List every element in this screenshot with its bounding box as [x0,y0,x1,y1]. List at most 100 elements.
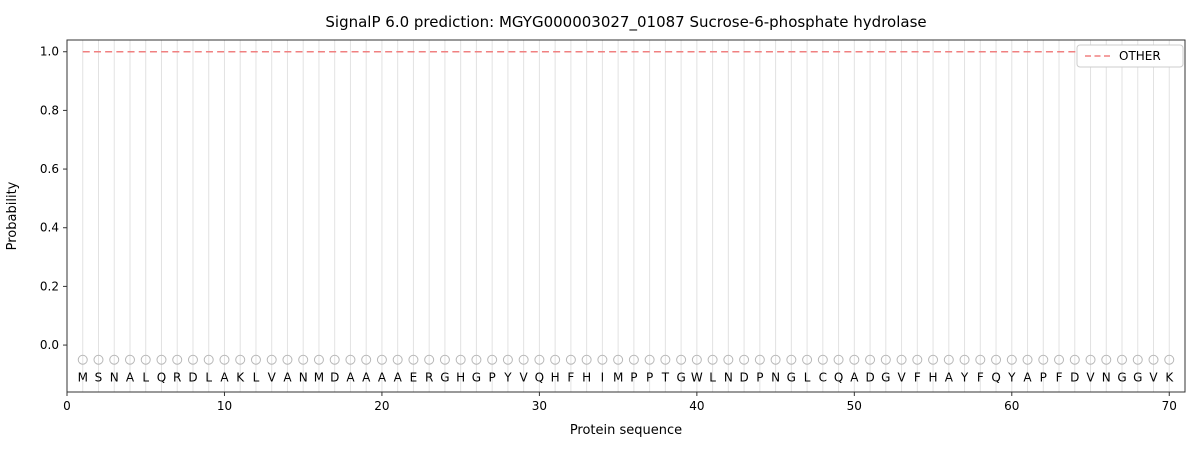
residue-letter: I [601,370,605,384]
residue-letter: A [346,370,355,384]
residue-marker [676,354,687,365]
residue-letter: M [613,370,623,384]
residue-letter: H [456,370,465,384]
residue-marker [754,354,765,365]
residue-marker [298,354,309,365]
residue-marker [329,354,340,365]
residue-marker [802,354,813,365]
residue-marker [345,354,356,365]
residue-letter: F [914,370,921,384]
residue-marker [502,354,513,365]
residue-marker [912,354,923,365]
x-tick-label: 0 [63,399,71,413]
residue-letter: N [1102,370,1111,384]
residue-letter: N [110,370,119,384]
y-tick-label: 1.0 [40,45,59,59]
residue-letter: N [724,370,733,384]
residue-marker [644,354,655,365]
residue-marker [172,354,183,365]
legend-box [1076,44,1184,68]
residue-marker [1132,354,1143,365]
residue-letter: Y [1007,370,1016,384]
residue-letter: H [929,370,938,384]
residue-letter: K [1165,370,1174,384]
residue-marker [896,354,907,365]
residue-marker [140,354,151,365]
residue-letter: V [520,370,529,384]
residue-marker [865,354,876,365]
residue-letter: G [1133,370,1142,384]
axes-spines [66,39,1186,393]
residue-letter: P [756,370,763,384]
residue-letter: F [567,370,574,384]
residue-marker [203,354,214,365]
residue-marker [770,354,781,365]
y-tick-label: 0.6 [40,162,59,176]
y-tick-label: 0.0 [40,338,59,352]
residue-letter: L [253,370,260,384]
residue-letter: P [630,370,637,384]
residue-marker [250,354,261,365]
x-tick-label: 30 [532,399,547,413]
residue-letter: Y [960,370,969,384]
residue-letter: Q [157,370,166,384]
residue-letter: G [440,370,449,384]
residue-marker [219,354,230,365]
residue-letter: L [709,370,716,384]
residue-marker [1085,354,1096,365]
residue-marker [487,354,498,365]
residue-letter: A [378,370,387,384]
residue-letter: H [582,370,591,384]
residue-marker [408,354,419,365]
residue-letter: Q [991,370,1000,384]
residue-marker [282,354,293,365]
residue-letter: D [739,370,748,384]
residue-letter: S [95,370,103,384]
residue-marker [424,354,435,365]
residue-letter: G [676,370,685,384]
residue-letter: A [1023,370,1032,384]
residue-marker [93,354,104,365]
residue-marker [691,354,702,365]
y-tick-label: 0.2 [40,279,59,293]
residue-letter: G [787,370,796,384]
y-axis-label: Probability [5,181,20,250]
residue-marker [455,354,466,365]
residue-marker [707,354,718,365]
residue-marker [928,354,939,365]
residue-letter: A [362,370,371,384]
residue-marker [581,354,592,365]
residue-letter: C [819,370,827,384]
residue-letter: D [330,370,339,384]
residue-letter: V [1086,370,1095,384]
residue-marker [1101,354,1112,365]
residue-marker [1038,354,1049,365]
y-tick-label: 0.4 [40,221,59,235]
residue-letter: A [945,370,954,384]
plot-generated: 0.00.20.40.60.81.00 10 20 30 40 50 60 70M S N A L Q R… [40,39,1186,413]
x-tick-label: 20 [374,399,389,413]
residue-letter: D [865,370,874,384]
residue-marker [266,354,277,365]
residue-marker [235,354,246,365]
residue-letter: M [314,370,324,384]
residue-marker [439,354,450,365]
x-tick-label: 70 [1162,399,1177,413]
residue-letter: A [283,370,292,384]
residue-letter: F [977,370,984,384]
residue-letter: R [425,370,433,384]
residue-marker [565,354,576,365]
residue-marker [880,354,891,365]
residue-marker [786,354,797,365]
x-axis-label: Protein sequence [570,423,682,438]
residue-letter: R [173,370,181,384]
residue-letter: A [394,370,403,384]
residue-letter: L [804,370,811,384]
residue-letter: G [1117,370,1126,384]
residue-letter: A [850,370,859,384]
residue-letter: A [220,370,229,384]
residue-letter: T [661,370,670,384]
residue-letter: W [691,370,703,384]
residue-letter: N [299,370,308,384]
